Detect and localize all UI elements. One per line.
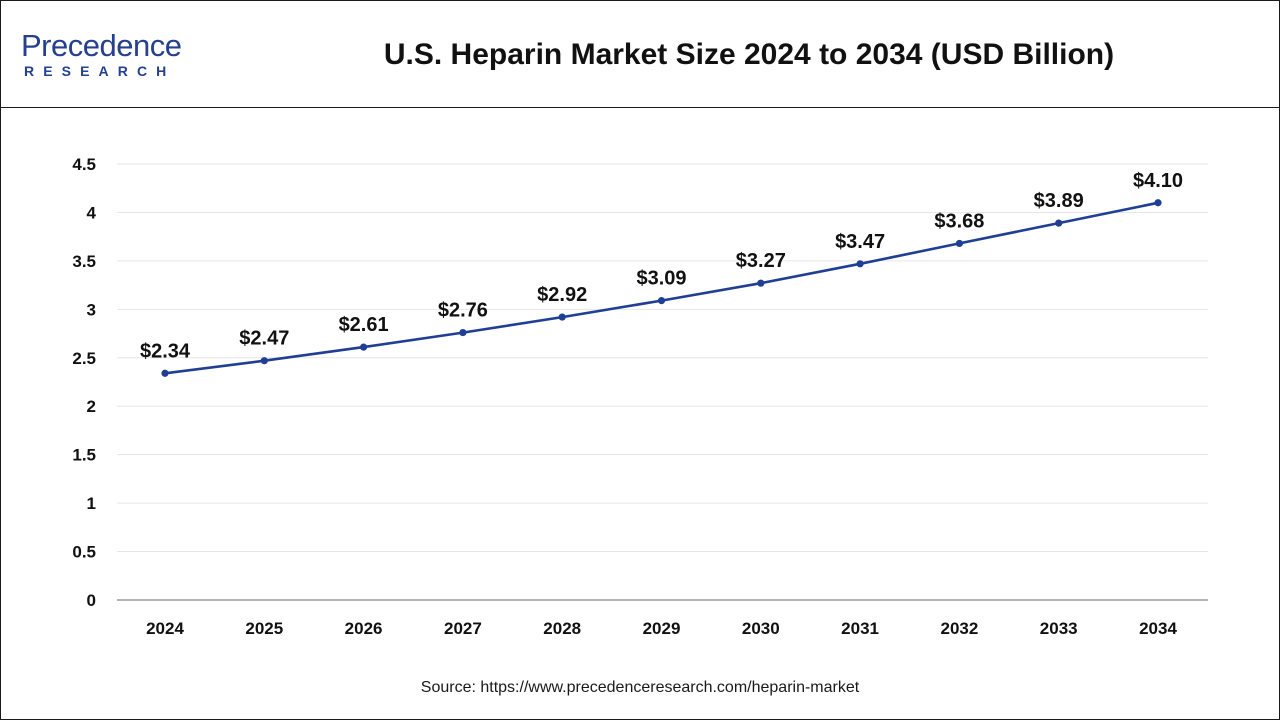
line-chart: 0 0.5 1 1.5 2 2.5 3 3.5 4 4.5 2024 2025 2026 2027 2028… xyxy=(72,155,1208,638)
data-label: $2.76 xyxy=(438,300,488,322)
data-point xyxy=(360,343,368,351)
data-label: $3.89 xyxy=(1034,190,1084,212)
data-point xyxy=(856,260,864,268)
x-tick-label: 2026 xyxy=(345,619,383,638)
x-tick-label: 2025 xyxy=(245,619,283,638)
x-tick-label: 2030 xyxy=(742,619,780,638)
data-label: $3.68 xyxy=(934,210,984,232)
x-tick-label: 2034 xyxy=(1139,619,1177,638)
data-point xyxy=(955,239,964,248)
data-label: $2.34 xyxy=(140,340,191,362)
y-tick-label: 3.5 xyxy=(72,252,96,271)
data-point xyxy=(757,279,765,287)
data-point xyxy=(161,369,169,377)
data-label: $4.10 xyxy=(1133,170,1183,192)
brand-name: Precedence xyxy=(21,28,182,63)
data-point xyxy=(1055,219,1063,227)
data-point xyxy=(558,313,566,321)
y-tick-label: 4.5 xyxy=(72,155,96,174)
source-note: Source: https://www.precedenceresearch.c… xyxy=(420,679,860,696)
y-tick-label: 2 xyxy=(87,397,96,416)
data-label: $2.61 xyxy=(339,314,389,336)
series-group xyxy=(161,199,1162,377)
x-tick-label: 2024 xyxy=(146,619,184,638)
data-label: $3.09 xyxy=(636,268,686,290)
brand-subtitle: RESEARCH xyxy=(24,63,176,79)
data-point xyxy=(459,328,467,337)
x-tick-label: 2028 xyxy=(543,619,581,638)
y-tick-label: 4 xyxy=(87,203,97,222)
y-tick-label: 1 xyxy=(87,494,96,513)
data-label: $3.27 xyxy=(736,250,786,272)
y-tick-label: 3 xyxy=(87,300,96,319)
y-tick-label: 1.5 xyxy=(72,446,96,465)
data-label: $2.47 xyxy=(239,328,289,350)
data-labels: $2.34 $2.47 $2.61 $2.76 $2.92 $3.09 $3.27 $3.47… xyxy=(140,170,1183,363)
header: Precedence RESEARCH U.S. Heparin Market … xyxy=(1,1,1279,108)
data-point xyxy=(260,357,268,365)
x-tick-label: 2033 xyxy=(1040,619,1078,638)
data-label: $2.92 xyxy=(537,284,587,306)
chart-title: U.S. Heparin Market Size 2024 to 2034 (U… xyxy=(383,38,1115,71)
x-tick-label: 2031 xyxy=(841,619,879,638)
x-tick-label: 2027 xyxy=(444,619,482,638)
data-point xyxy=(1154,199,1162,207)
data-point xyxy=(657,297,666,305)
x-tick-label: 2029 xyxy=(643,619,681,638)
data-label: $3.47 xyxy=(835,231,885,253)
y-tick-label: 0 xyxy=(87,591,96,610)
y-tick-label: 0.5 xyxy=(72,543,96,562)
brand-logo: Precedence RESEARCH xyxy=(21,29,221,83)
y-tick-label: 2.5 xyxy=(72,349,96,368)
x-tick-label: 2032 xyxy=(940,619,978,638)
gridlines xyxy=(117,163,1208,553)
axes: 0 0.5 1 1.5 2 2.5 3 3.5 4 4.5 2024 2025 2026 2027 2028… xyxy=(72,155,1208,638)
